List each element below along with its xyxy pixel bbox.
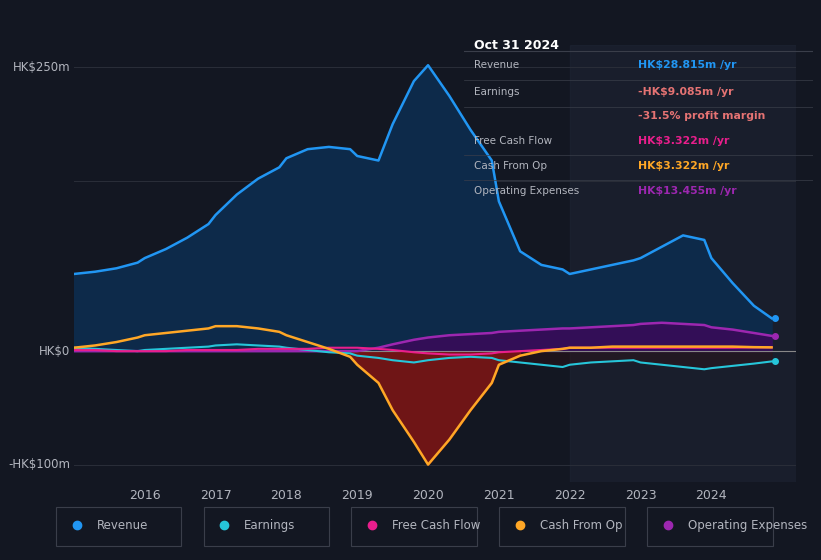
- Text: Earnings: Earnings: [475, 87, 520, 97]
- Text: HK$13.455m /yr: HK$13.455m /yr: [639, 186, 737, 196]
- Text: Operating Expenses: Operating Expenses: [688, 519, 807, 532]
- Text: -31.5% profit margin: -31.5% profit margin: [639, 110, 766, 120]
- Text: Cash From Op: Cash From Op: [475, 161, 548, 171]
- Text: HK$3.322m /yr: HK$3.322m /yr: [639, 136, 730, 146]
- Text: Revenue: Revenue: [97, 519, 148, 532]
- Text: -HK$100m: -HK$100m: [8, 458, 71, 471]
- Text: -HK$9.085m /yr: -HK$9.085m /yr: [639, 87, 734, 97]
- Text: Free Cash Flow: Free Cash Flow: [475, 136, 553, 146]
- Text: HK$250m: HK$250m: [12, 61, 71, 74]
- Text: HK$0: HK$0: [39, 344, 71, 358]
- Text: Operating Expenses: Operating Expenses: [475, 186, 580, 196]
- Text: Cash From Op: Cash From Op: [540, 519, 622, 532]
- Text: HK$28.815m /yr: HK$28.815m /yr: [639, 60, 736, 71]
- Bar: [570, 45, 796, 482]
- Text: Revenue: Revenue: [475, 60, 520, 71]
- Text: HK$3.322m /yr: HK$3.322m /yr: [639, 161, 730, 171]
- Text: Earnings: Earnings: [245, 519, 296, 532]
- Text: Free Cash Flow: Free Cash Flow: [392, 519, 480, 532]
- Text: Oct 31 2024: Oct 31 2024: [475, 39, 559, 52]
